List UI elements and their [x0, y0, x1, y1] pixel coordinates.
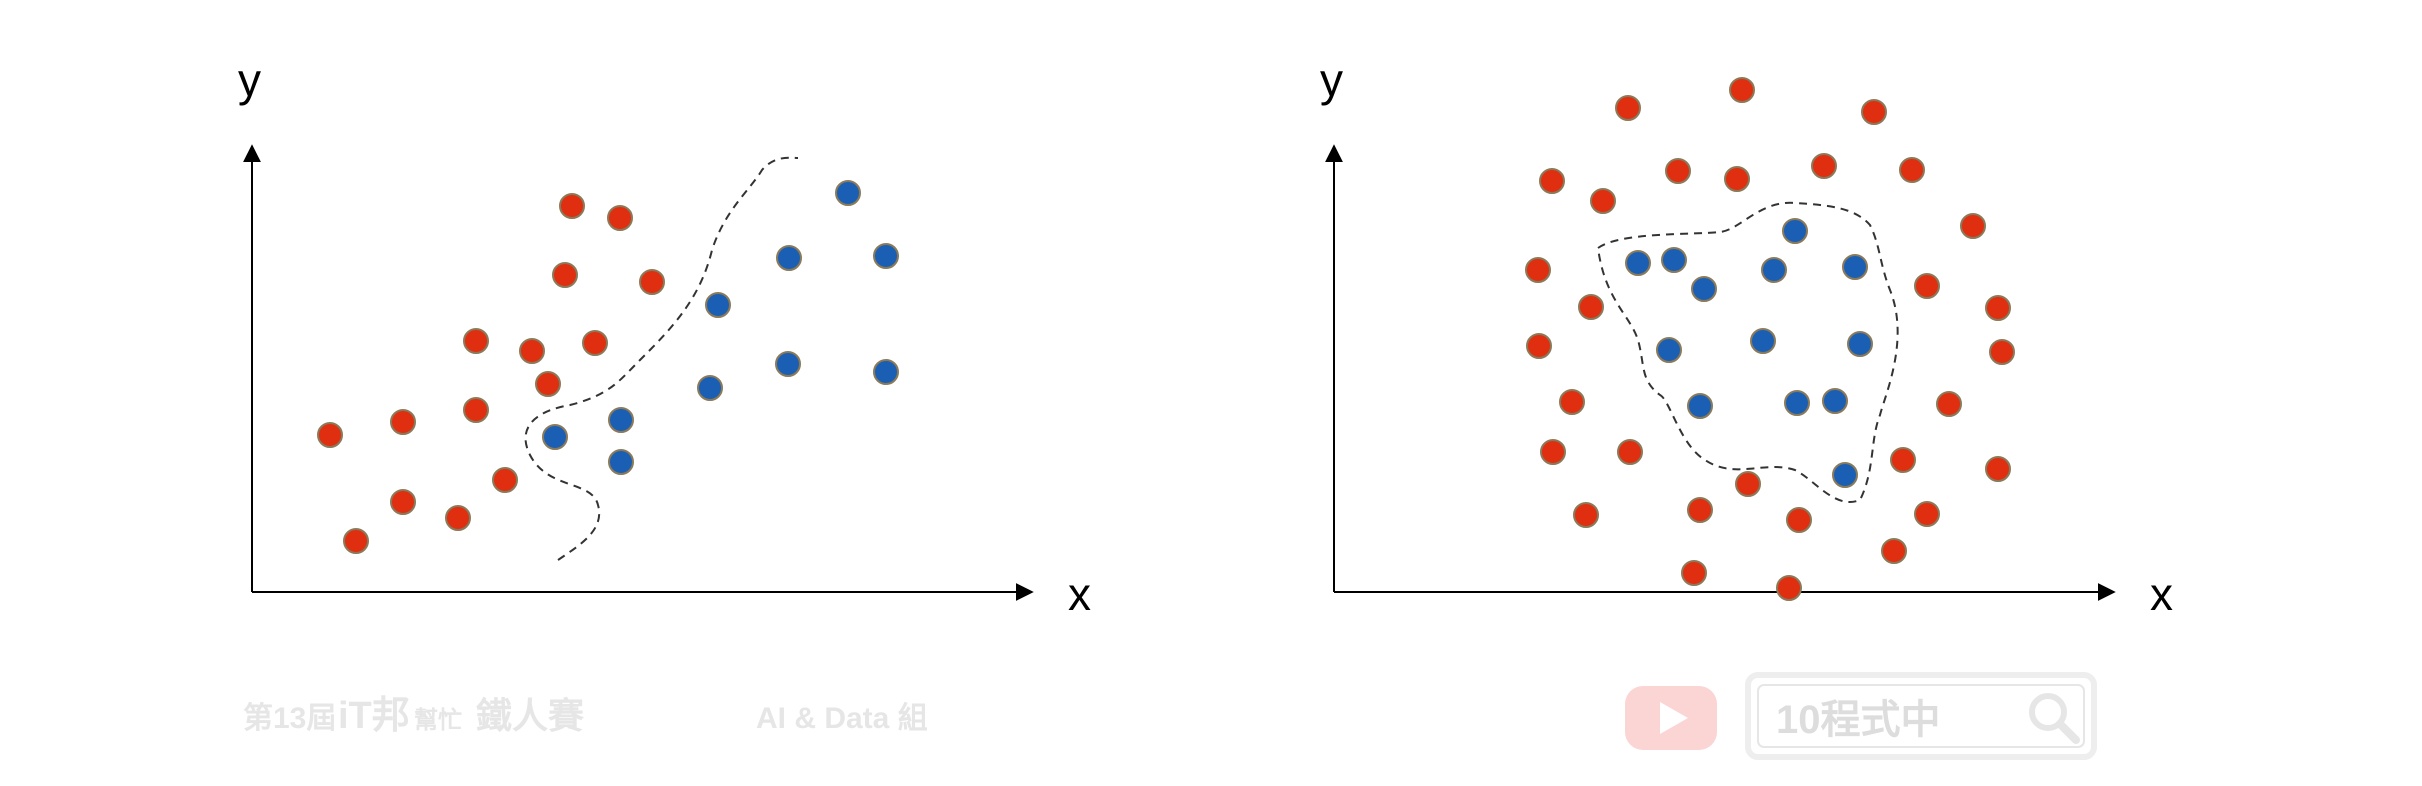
left-blue-point-10 — [608, 449, 634, 475]
right-red-point-7 — [1724, 166, 1750, 192]
search-box[interactable]: 10程式中 — [1745, 672, 2097, 760]
right-red-point-9 — [1899, 157, 1925, 183]
magnifier-handle — [2056, 720, 2080, 744]
right-blue-point-13 — [1832, 462, 1858, 488]
right-red-point-5 — [1590, 188, 1616, 214]
left-blue-point-5 — [775, 351, 801, 377]
contest-brand-small: 幫忙 — [414, 707, 462, 734]
left-red-point-14 — [445, 505, 471, 531]
contest-track: AI & Data 組 — [756, 701, 928, 735]
right-red-point-18 — [1936, 391, 1962, 417]
right-red-point-24 — [1735, 471, 1761, 497]
left-red-point-2 — [607, 205, 633, 231]
right-red-point-27 — [1985, 456, 2011, 482]
right-red-point-17 — [1559, 389, 1585, 415]
right-blue-point-11 — [1784, 390, 1810, 416]
search-box-text: 10程式中 — [1776, 698, 1941, 742]
left-red-point-7 — [582, 330, 608, 356]
right-red-point-1 — [1615, 95, 1641, 121]
left-y-axis-label: y — [238, 54, 261, 106]
right-red-point-11 — [1525, 257, 1551, 283]
right-red-point-23 — [1687, 497, 1713, 523]
left-decision-boundary — [524, 156, 799, 561]
right-red-point-20 — [1617, 439, 1643, 465]
left-blue-point-2 — [776, 245, 802, 271]
right-blue-point-3 — [1661, 247, 1687, 273]
left-red-point-9 — [317, 422, 343, 448]
right-red-point-19 — [1540, 439, 1566, 465]
right-red-point-12 — [1578, 294, 1604, 320]
left-red-point-13 — [390, 489, 416, 515]
search-box-inner — [1757, 684, 2085, 748]
left-red-point-8 — [535, 371, 561, 397]
right-red-point-26 — [1914, 501, 1940, 527]
right-blue-point-7 — [1656, 337, 1682, 363]
youtube-play-triangle — [1660, 702, 1688, 734]
search-box-frame — [1745, 672, 2097, 760]
right-blue-point-2 — [1625, 250, 1651, 276]
left-blue-points — [542, 180, 899, 475]
left-blue-point-3 — [873, 243, 899, 269]
right-red-point-21 — [1890, 447, 1916, 473]
right-decision-boundary — [1596, 201, 1899, 503]
contest-brand: iT邦 — [338, 695, 410, 737]
right-red-point-4 — [1539, 168, 1565, 194]
right-red-point-15 — [1989, 339, 2015, 365]
right-blue-point-6 — [1842, 254, 1868, 280]
right-red-point-8 — [1811, 153, 1837, 179]
left-red-point-12 — [492, 467, 518, 493]
contest-prefix: 第13屆 — [243, 701, 336, 735]
left-red-point-11 — [463, 397, 489, 423]
left-panel: y x — [238, 54, 1091, 620]
right-red-point-3 — [1861, 99, 1887, 125]
right-red-point-29 — [1681, 560, 1707, 586]
left-red-points — [317, 193, 665, 554]
left-red-point-3 — [552, 262, 578, 288]
left-red-point-15 — [343, 528, 369, 554]
right-red-point-25 — [1786, 507, 1812, 533]
right-x-axis-label: x — [2150, 568, 2173, 620]
left-blue-point-9 — [608, 407, 634, 433]
left-x-axis-label: x — [1068, 568, 1091, 620]
right-red-point-28 — [1881, 538, 1907, 564]
left-red-point-6 — [519, 338, 545, 364]
right-red-point-16 — [1526, 333, 1552, 359]
right-red-points — [1525, 77, 2015, 601]
right-panel: y x — [1320, 54, 2173, 620]
right-blue-point-10 — [1687, 393, 1713, 419]
left-blue-point-1 — [835, 180, 861, 206]
right-red-point-2 — [1729, 77, 1755, 103]
right-red-point-14 — [1985, 295, 2011, 321]
right-blue-points — [1625, 218, 1873, 488]
right-blue-point-12 — [1822, 388, 1848, 414]
left-blue-point-6 — [873, 359, 899, 385]
right-red-point-30 — [1776, 575, 1802, 601]
right-blue-point-8 — [1750, 328, 1776, 354]
right-red-point-10 — [1960, 213, 1986, 239]
left-blue-point-7 — [697, 375, 723, 401]
left-red-point-4 — [639, 269, 665, 295]
right-red-point-13 — [1914, 273, 1940, 299]
right-y-axis-label: y — [1320, 54, 1343, 106]
right-blue-point-5 — [1761, 257, 1787, 283]
contest-watermark: 第13屆 iT邦 幫忙 鐵人賽 AI & Data 組 — [243, 695, 928, 737]
left-blue-point-8 — [542, 424, 568, 450]
youtube-badge[interactable] — [1625, 686, 1717, 750]
right-red-point-6 — [1665, 158, 1691, 184]
left-blue-point-4 — [705, 292, 731, 318]
left-red-point-1 — [559, 193, 585, 219]
right-red-point-22 — [1573, 502, 1599, 528]
magnifier-icon — [2029, 693, 2067, 731]
right-blue-point-1 — [1782, 218, 1808, 244]
left-red-point-5 — [463, 328, 489, 354]
contest-name: 鐵人賽 — [476, 695, 584, 736]
left-red-point-10 — [390, 409, 416, 435]
right-blue-point-4 — [1691, 276, 1717, 302]
right-blue-point-9 — [1847, 331, 1873, 357]
